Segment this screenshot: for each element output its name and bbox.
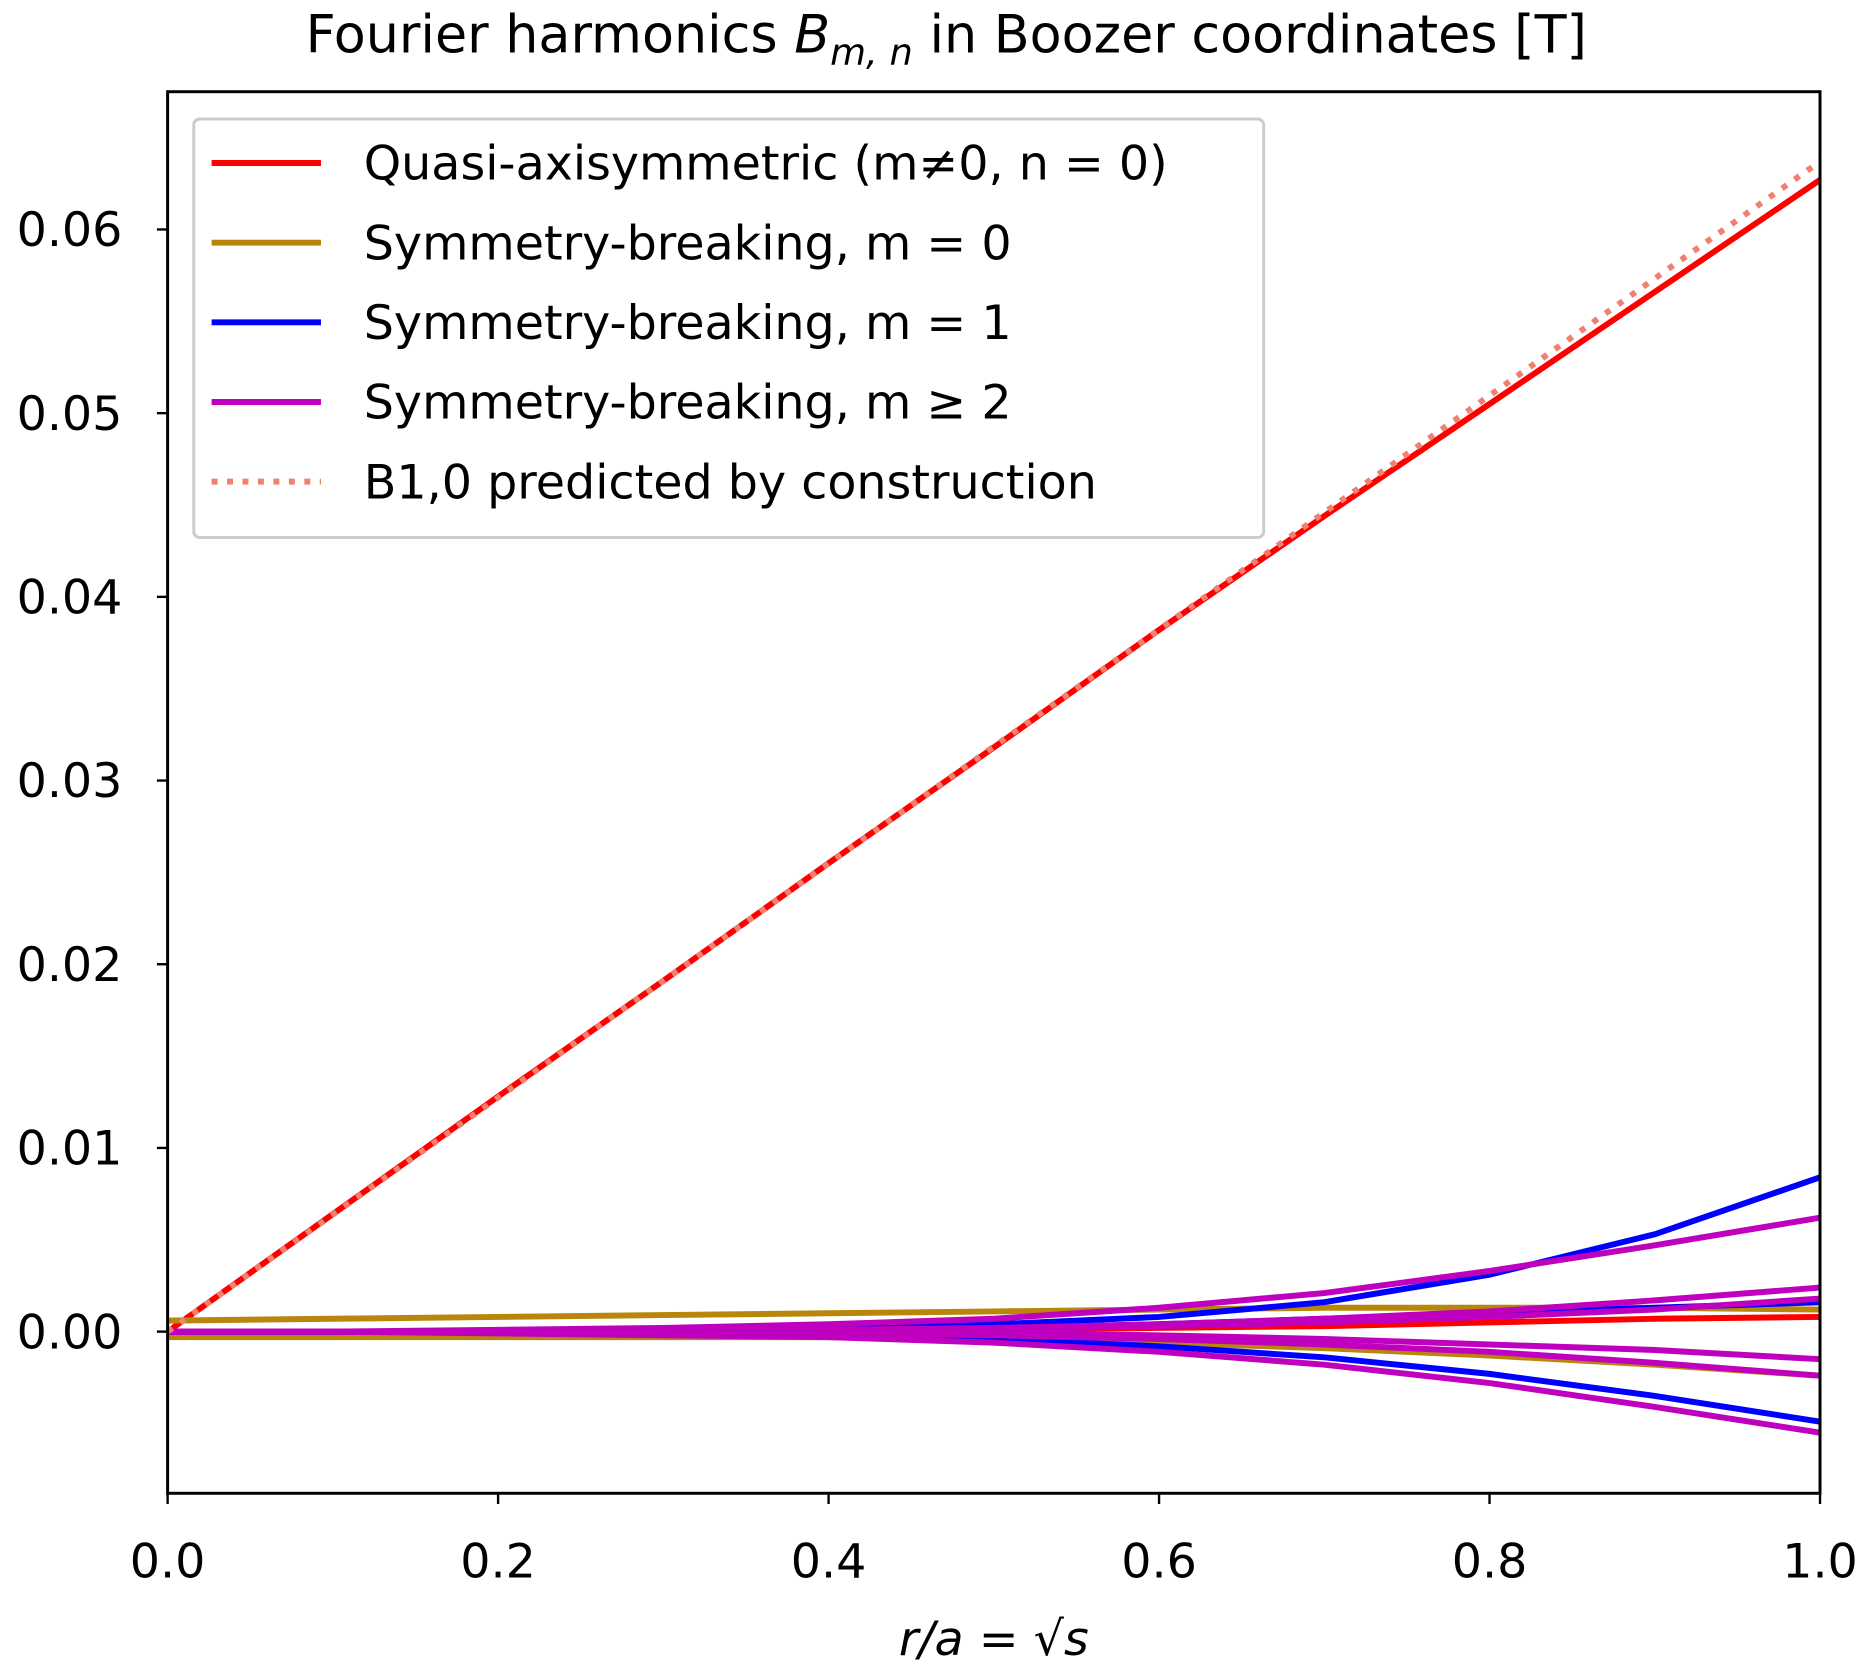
title-part: in Boozer coordinates [T] xyxy=(913,4,1587,65)
y-tick-label: 0.05 xyxy=(17,387,123,442)
x-tick-label: 0.0 xyxy=(130,1535,206,1590)
y-tick-label: 0.00 xyxy=(17,1305,123,1360)
y-tick-label: 0.04 xyxy=(17,570,123,625)
title-part: m, n xyxy=(830,30,913,73)
x-tick-label: 0.6 xyxy=(1121,1535,1197,1590)
legend-label: Symmetry-breaking, m ≥ 2 xyxy=(364,376,1012,431)
series-line xyxy=(167,1328,1821,1436)
x-tick-label: 1.0 xyxy=(1782,1535,1858,1590)
title-part: Fourier harmonics xyxy=(306,4,795,65)
y-tick-label: 0.06 xyxy=(17,203,123,258)
x-tick-label: 0.2 xyxy=(460,1535,536,1590)
x-tick-label: 0.8 xyxy=(1452,1535,1528,1590)
series-line xyxy=(165,159,1822,1335)
y-tick-label: 0.01 xyxy=(17,1122,123,1177)
title-part: B xyxy=(794,4,830,65)
legend-box xyxy=(192,117,1266,539)
legend-label: Quasi-axisymmetric (m≠0, n = 0) xyxy=(364,137,1168,192)
legend-label: Symmetry-breaking, m = 0 xyxy=(364,216,1012,271)
plot-frame xyxy=(166,90,1822,1495)
y-tick-label: 0.02 xyxy=(17,938,123,993)
legend-label: B1,0 predicted by construction xyxy=(364,455,1097,510)
x-axis-label: r/a = √s xyxy=(899,1612,1089,1667)
legend-label: Symmetry-breaking, m = 1 xyxy=(364,296,1012,351)
y-tick-label: 0.03 xyxy=(17,754,123,809)
x-tick-label: 0.4 xyxy=(791,1535,867,1590)
chart-title: Fourier harmonics Bm, n in Boozer coordi… xyxy=(306,4,1587,73)
series-line xyxy=(165,177,1822,1335)
plot-area xyxy=(165,159,1822,1436)
